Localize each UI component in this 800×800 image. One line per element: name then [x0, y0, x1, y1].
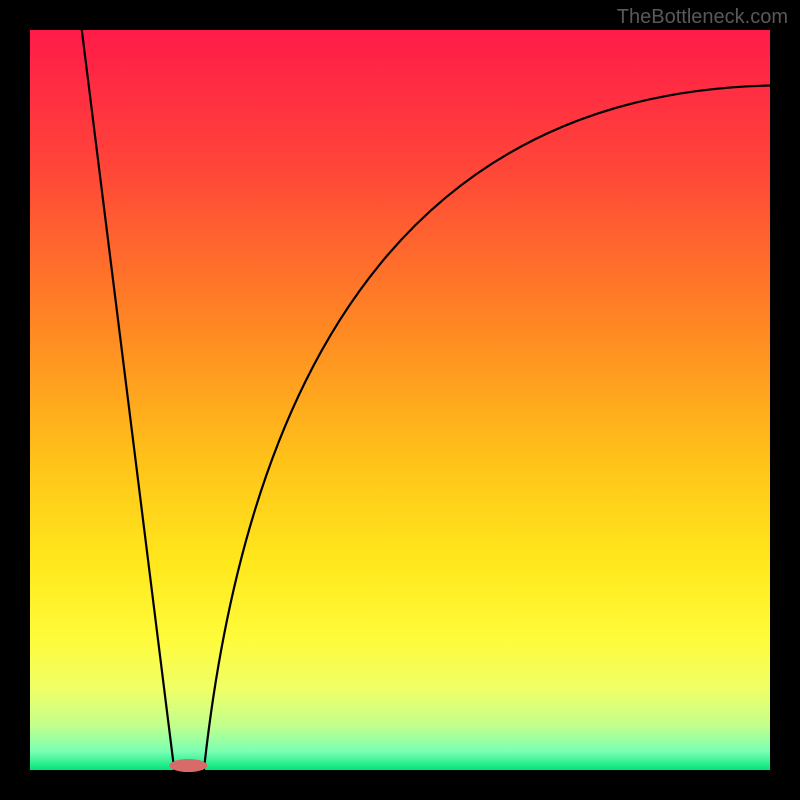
watermark-text: TheBottleneck.com [617, 6, 788, 29]
optimal-point-marker [169, 759, 207, 772]
bottleneck-chart [0, 0, 800, 800]
chart-container: TheBottleneck.com [0, 0, 800, 800]
plot-background [30, 30, 770, 770]
